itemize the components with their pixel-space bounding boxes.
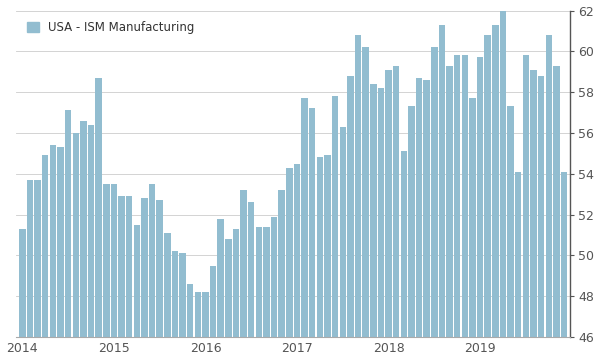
Bar	[263, 227, 270, 337]
Bar	[149, 184, 155, 337]
Bar	[362, 47, 369, 337]
Bar	[65, 110, 71, 337]
Bar	[439, 25, 445, 337]
Bar	[27, 180, 33, 337]
Bar	[523, 56, 529, 337]
Bar	[172, 251, 178, 337]
Bar	[340, 127, 346, 337]
Bar	[355, 35, 361, 337]
Bar	[187, 284, 193, 337]
Bar	[416, 78, 422, 337]
Bar	[492, 25, 499, 337]
Bar	[233, 229, 239, 337]
Bar	[157, 200, 163, 337]
Bar	[118, 196, 125, 337]
Bar	[80, 121, 86, 337]
Bar	[217, 219, 224, 337]
Bar	[57, 147, 64, 337]
Bar	[500, 0, 506, 337]
Bar	[469, 98, 476, 337]
Bar	[126, 196, 133, 337]
Bar	[561, 172, 567, 337]
Bar	[164, 233, 170, 337]
Bar	[95, 78, 102, 337]
Bar	[424, 80, 430, 337]
Bar	[446, 66, 453, 337]
Legend: USA - ISM Manufacturing: USA - ISM Manufacturing	[22, 17, 199, 39]
Bar	[134, 225, 140, 337]
Bar	[271, 217, 277, 337]
Bar	[103, 184, 110, 337]
Bar	[110, 184, 117, 337]
Bar	[294, 164, 300, 337]
Bar	[19, 229, 26, 337]
Bar	[431, 47, 437, 337]
Bar	[461, 56, 468, 337]
Bar	[202, 292, 209, 337]
Bar	[408, 106, 415, 337]
Bar	[286, 168, 293, 337]
Bar	[530, 70, 537, 337]
Bar	[34, 180, 41, 337]
Bar	[484, 35, 491, 337]
Bar	[377, 88, 384, 337]
Bar	[141, 198, 148, 337]
Bar	[508, 106, 514, 337]
Bar	[179, 253, 186, 337]
Bar	[88, 125, 94, 337]
Bar	[370, 84, 377, 337]
Bar	[347, 76, 353, 337]
Bar	[515, 172, 521, 337]
Bar	[278, 190, 285, 337]
Bar	[332, 96, 338, 337]
Bar	[309, 108, 316, 337]
Bar	[454, 56, 460, 337]
Bar	[401, 151, 407, 337]
Bar	[241, 190, 247, 337]
Bar	[42, 155, 49, 337]
Bar	[317, 157, 323, 337]
Bar	[73, 133, 79, 337]
Bar	[248, 202, 254, 337]
Bar	[553, 66, 560, 337]
Bar	[393, 66, 400, 337]
Bar	[324, 155, 331, 337]
Bar	[545, 35, 552, 337]
Bar	[256, 227, 262, 337]
Bar	[50, 145, 56, 337]
Bar	[538, 76, 544, 337]
Bar	[477, 57, 484, 337]
Bar	[301, 98, 308, 337]
Bar	[194, 292, 201, 337]
Bar	[225, 239, 232, 337]
Bar	[210, 265, 217, 337]
Bar	[385, 70, 392, 337]
